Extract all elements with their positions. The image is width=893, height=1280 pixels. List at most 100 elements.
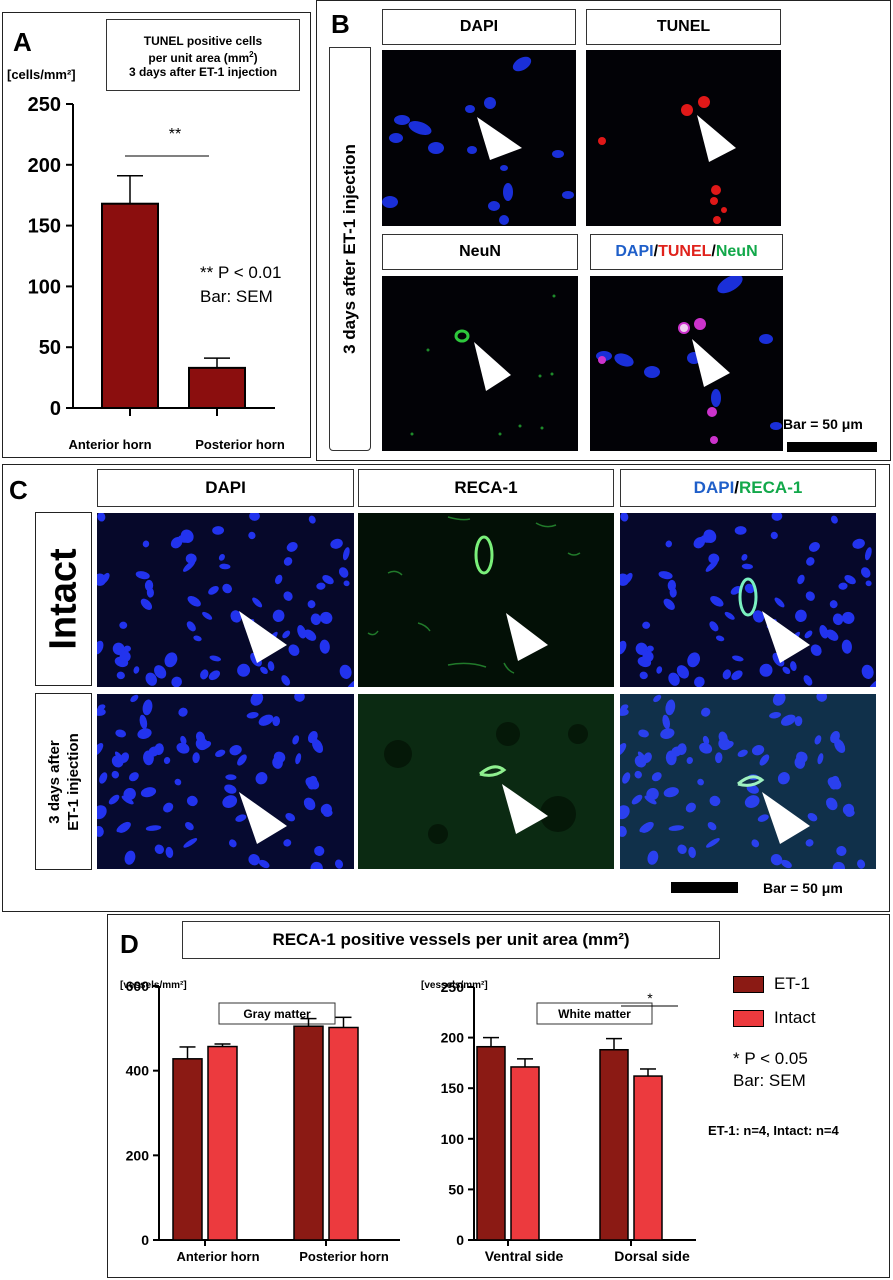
- nucleus: [759, 754, 770, 766]
- nucleus: [642, 650, 654, 662]
- nucleus: [283, 557, 293, 566]
- nucleus: [139, 714, 148, 730]
- nucleus: [677, 743, 687, 756]
- nucleus: [115, 729, 127, 738]
- y-tick-label: 150: [441, 1080, 465, 1096]
- nucleus: [180, 529, 194, 543]
- row-label-et1-box: 3 days after ET-1 injection: [35, 693, 92, 870]
- panel-d-title: RECA-1 positive vessels per unit area (m…: [182, 921, 720, 959]
- nucleus: [660, 728, 675, 739]
- x-tick-label: Posterior horn: [299, 1249, 389, 1264]
- nucleus: [622, 772, 631, 784]
- nucleus: [303, 797, 316, 811]
- nucleus: [186, 795, 198, 807]
- nucleus: [656, 666, 663, 674]
- legend-label-intact: Intact: [774, 1008, 816, 1027]
- nucleus: [620, 513, 629, 522]
- micrograph-c-intact-merge: [620, 513, 876, 687]
- nucleus: [865, 580, 872, 587]
- header-c-reca1: RECA-1: [358, 469, 614, 507]
- nucleus: [807, 812, 818, 822]
- nucleus: [346, 680, 354, 687]
- nucleus: [224, 784, 237, 794]
- nucleus: [303, 629, 317, 641]
- nucleus: [693, 536, 706, 549]
- nucleus: [744, 795, 760, 809]
- nucleus: [272, 716, 281, 727]
- nucleus: [260, 666, 268, 675]
- nucleus: [165, 846, 174, 858]
- nucleus: [817, 753, 824, 765]
- bar: [328, 1026, 359, 1241]
- nucleus: [710, 596, 724, 607]
- nucleus: [292, 735, 300, 745]
- chart-title: Gray matter: [243, 1007, 311, 1021]
- nucleus: [746, 784, 759, 794]
- row-label-et1: 3 days after ET-1 injection: [45, 732, 82, 831]
- nucleus: [631, 794, 643, 805]
- nucleus: [805, 839, 814, 847]
- nucleus: [832, 861, 845, 869]
- panel-b-label: B: [331, 9, 350, 39]
- arrowhead-icon: [692, 339, 730, 387]
- header-c-merge: DAPI / RECA-1: [620, 469, 876, 507]
- panel-d-charts: [vessels/mm²] Gray matter 0 200 400 600 Anteri…: [120, 978, 696, 1264]
- stat-note-line2: Bar: SEM: [200, 287, 273, 306]
- nucleus: [777, 772, 790, 785]
- y-tick-label: 150: [28, 216, 61, 238]
- nucleus: [646, 645, 654, 653]
- nucleus: [163, 802, 174, 813]
- nucleus: [215, 749, 226, 758]
- panel-d-note-line2: Bar: SEM: [733, 1071, 806, 1090]
- nucleus: [129, 772, 139, 782]
- y-tick-label: 200: [441, 1030, 465, 1046]
- nucleus: [834, 738, 846, 754]
- nucleus: [634, 755, 647, 768]
- y-tick-label: 200: [28, 155, 61, 177]
- y-tick-label: 200: [126, 1147, 150, 1163]
- y-axis-unit: [cells/mm²]: [7, 67, 76, 82]
- row-label-intact: Intact: [42, 548, 84, 650]
- bar: [172, 1058, 203, 1241]
- nucleus: [187, 596, 201, 607]
- nucleus: [685, 802, 696, 813]
- micrograph-merge: [590, 276, 783, 451]
- nucleus: [810, 644, 822, 656]
- nucleus: [620, 742, 627, 756]
- significance-marker: *: [647, 990, 653, 1006]
- panel-b-scale-bar: [787, 442, 877, 452]
- nucleus: [841, 639, 852, 654]
- legend-swatch-et1: [733, 975, 764, 993]
- panel-b: B DAPI TUNEL NeuN DAPI / TUNEL / NeuN 3 days…: [316, 0, 891, 461]
- nucleus: [694, 676, 705, 687]
- panel-b-side-label: 3 days after ET-1 injection: [340, 144, 359, 354]
- micrograph-c-et1-dapi: [97, 694, 354, 869]
- nucleus: [171, 676, 182, 687]
- nucleus: [706, 838, 720, 848]
- nucleus: [202, 611, 213, 620]
- header-dapi: DAPI: [382, 9, 576, 45]
- bar: [476, 1045, 506, 1241]
- nucleus: [782, 666, 791, 675]
- nucleus: [176, 742, 190, 754]
- nucleus: [281, 675, 291, 686]
- nucleus: [272, 756, 283, 769]
- y-tick-label: 250: [28, 94, 61, 116]
- nucleus: [319, 611, 333, 624]
- nucleus: [237, 754, 247, 766]
- nucleus: [668, 825, 685, 831]
- nucleus: [701, 707, 711, 717]
- y-tick-label: 0: [456, 1232, 464, 1248]
- nucleus: [145, 825, 162, 831]
- y-tick-label: 50: [448, 1181, 464, 1197]
- nucleus: [123, 645, 131, 653]
- nucleus: [285, 812, 296, 822]
- vessel: [738, 577, 758, 617]
- nucleus: [647, 850, 659, 865]
- nucleus: [111, 770, 120, 779]
- nucleus: [338, 567, 349, 578]
- header-neun: NeuN: [382, 234, 578, 270]
- nucleus: [237, 663, 251, 677]
- nucleus: [620, 704, 629, 711]
- nucleus: [170, 536, 183, 549]
